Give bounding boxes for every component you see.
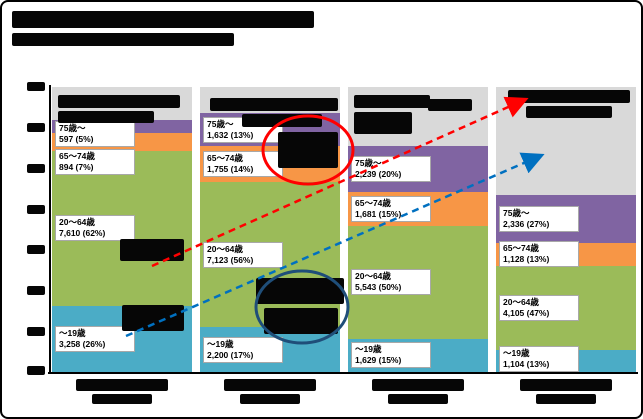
bar-label-series-name: 65～74歳 (355, 197, 391, 208)
annotation-text-block (120, 239, 184, 261)
bar-label-series-name: ～19歳 (59, 327, 86, 338)
annotation-text-block (58, 111, 154, 123)
bar-data-label: 65～74歳 1,755 (14%) (203, 151, 283, 178)
bar-label-value: 1,681 (15%) (355, 208, 402, 219)
bar-label-series-name: 20～64歳 (355, 271, 391, 282)
x-axis-label-block (240, 394, 300, 404)
bar-label-value: 1,755 (14%) (207, 164, 254, 175)
bar-data-label: ～19歳 3,258 (26%) (55, 325, 135, 352)
title-text-block (12, 33, 234, 46)
annotation-text-block (264, 308, 338, 334)
bar-data-label: 75歳～ 2,336 (27%) (499, 206, 579, 233)
bar-data-label: 65～74歳 894 (7%) (55, 149, 135, 176)
annotation-text-block (122, 305, 184, 331)
bar-label-value: 5,543 (50%) (355, 282, 402, 293)
bar-data-label: ～19歳 2,200 (17%) (203, 336, 283, 363)
bar-data-label: 75歳～ 2,239 (20%) (351, 155, 431, 182)
bar-label-value: 1,632 (13%) (207, 129, 254, 140)
annotation-text-block (508, 90, 630, 103)
y-axis-tick-label-block (27, 205, 45, 214)
y-axis-line (49, 85, 51, 374)
bar-label-series-name: 65～74歳 (59, 151, 95, 162)
annotation-text-block (278, 132, 338, 168)
bar-label-value: 1,104 (13%) (503, 359, 550, 369)
y-axis-tick-label-block (27, 366, 45, 375)
bar-label-value: 1,128 (13%) (503, 254, 550, 265)
y-axis-tick-label-block (27, 123, 45, 132)
annotation-text-block (58, 95, 180, 108)
annotation-text-block (428, 99, 472, 111)
bar-label-series-name: 20～64歳 (503, 296, 539, 307)
y-axis-tick-label-block (27, 327, 45, 336)
x-axis-line (48, 372, 638, 374)
x-axis-label-block (536, 394, 596, 404)
bar-data-label: 20～64歳 7,123 (56%) (203, 241, 283, 268)
bar-label-value: 2,239 (20%) (355, 168, 402, 179)
y-axis-tick-label-block (27, 245, 45, 254)
bar-label-series-name: 20～64歳 (59, 217, 95, 228)
bar-label-series-name: 75歳～ (355, 157, 382, 168)
annotation-text-block (354, 112, 412, 134)
bar-label-series-name: 65～74歳 (207, 153, 243, 164)
bar-label-series-name: ～19歳 (355, 344, 382, 355)
title-text-block (12, 11, 314, 28)
bar-data-label: ～19歳 1,629 (15%) (351, 342, 431, 369)
bar-label-series-name: 20～64歳 (207, 243, 243, 254)
bar-data-label: 75歳～ 597 (5%) (55, 121, 135, 148)
bar-data-label: 65～74歳 1,128 (13%) (499, 241, 579, 268)
bar-label-series-name: ～19歳 (503, 348, 530, 358)
bar-data-label: 65～74歳 1,681 (15%) (351, 195, 431, 222)
y-axis-tick-label-block (27, 82, 45, 91)
bar-label-value: 3,258 (26%) (59, 338, 106, 349)
bar-data-label: 20～64歳 7,610 (62%) (55, 215, 135, 242)
y-axis-tick-label-block (27, 286, 45, 295)
annotation-text-block (242, 114, 322, 127)
bar-label-value: 2,336 (27%) (503, 219, 550, 230)
x-axis-label-block (224, 379, 316, 391)
bar-data-label: ～19歳 1,104 (13%) (499, 346, 579, 372)
bar-data-label: 20～64歳 5,543 (50%) (351, 269, 431, 296)
bar-label-series-name: 75歳～ (59, 123, 86, 134)
bar-label-series-name: ～19歳 (207, 338, 234, 349)
bar-label-series-name: 65～74歳 (503, 243, 539, 254)
annotation-text-block (526, 106, 612, 118)
bar-label-value: 7,610 (62%) (59, 228, 106, 239)
bar-label-value: 7,123 (56%) (207, 254, 254, 265)
bar-label-value: 4,105 (47%) (503, 307, 550, 318)
x-axis-label-block (520, 379, 612, 391)
annotation-text-block (354, 95, 430, 108)
bar-label-value: 2,200 (17%) (207, 349, 254, 360)
x-axis-label-block (372, 379, 464, 391)
bar-data-label: 20～64歳 4,105 (47%) (499, 294, 579, 321)
bar-label-value: 894 (7%) (59, 162, 94, 173)
bar-label-value: 597 (5%) (59, 134, 94, 145)
x-axis-label-block (92, 394, 152, 404)
x-axis-label-block (388, 394, 448, 404)
y-axis-tick-label-block (27, 164, 45, 173)
bar-label-value: 1,629 (15%) (355, 355, 402, 366)
annotation-text-block (256, 278, 344, 304)
x-axis-label-block (76, 379, 168, 391)
bar-label-series-name: 75歳～ (503, 208, 530, 219)
annotation-text-block (210, 98, 338, 111)
